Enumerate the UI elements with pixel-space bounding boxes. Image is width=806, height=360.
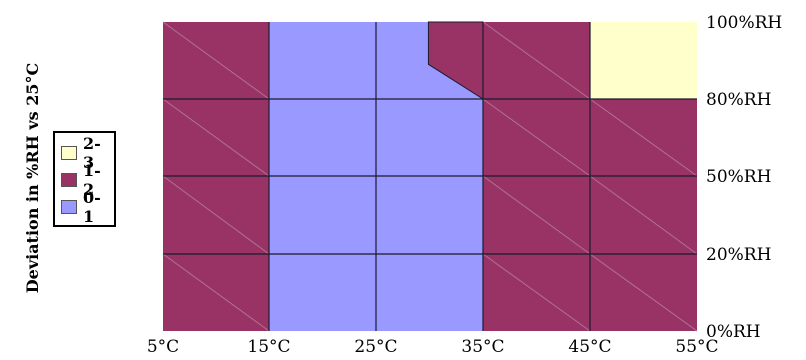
cell-r0-c4 [590,22,697,99]
cell-r3-c0-diagonal [162,253,270,332]
x-tick-label: 45°C [568,337,611,357]
legend: 2-3 1-2 0-1 [53,131,116,227]
grid-lines [163,22,697,331]
cell-r0-c3-diagonal [482,21,591,100]
cell-r0-c0-diagonal [162,21,270,100]
cell-diagonals [162,21,698,332]
legend-swatch [61,145,77,160]
legend-item: 0-1 [61,188,108,226]
y-axis-label: Deviation in %RH vs 25°C [23,63,42,293]
cell-r3-c1 [269,254,376,331]
cell-r1-c1 [269,99,376,176]
y-tick-label: 50%RH [706,167,771,187]
cell-r1-c2 [376,99,483,176]
cell-r2-c0-diagonal [162,175,270,255]
legend-label: 2-3 [83,133,101,172]
legend-swatch [61,172,77,187]
x-tick-label: 5°C [147,337,179,357]
legend-label: 1-2 [83,160,101,199]
cell-r1-c0-diagonal [162,98,270,177]
cell-r3-c4-diagonal [589,253,698,332]
y-tick-label: 80%RH [706,90,771,110]
legend-item: 1-2 [61,161,108,199]
cell-r3-c3-diagonal [482,253,591,332]
heatmap-cells [163,21,697,331]
y-tick-label: 100%RH [706,13,782,33]
y-tick-label: 20%RH [706,245,771,265]
cell-r2-c1 [269,176,376,254]
cell-r3-c2 [376,254,483,331]
cell-r0-c1 [269,22,376,99]
legend-swatch [61,199,77,214]
cell-r1-c4-diagonal [589,98,698,177]
cell-r2-c4-diagonal [589,175,698,255]
cell-r2-c3-diagonal [482,175,591,255]
x-tick-label: 55°C [675,337,718,357]
cell-r2-c2 [376,176,483,254]
x-tick-label: 25°C [354,337,397,357]
legend-label: 0-1 [83,187,101,226]
legend-item: 2-3 [61,134,108,172]
x-tick-labels: 5°C 15°C 25°C 35°C 45°C 55°C [147,337,719,357]
y-tick-label: 0%RH [706,322,761,342]
cell-r1-c3-diagonal [482,98,591,177]
x-tick-label: 35°C [461,337,504,357]
y-tick-labels: 100%RH 80%RH 50%RH 20%RH 0%RH [706,13,782,342]
x-tick-label: 15°C [247,337,290,357]
